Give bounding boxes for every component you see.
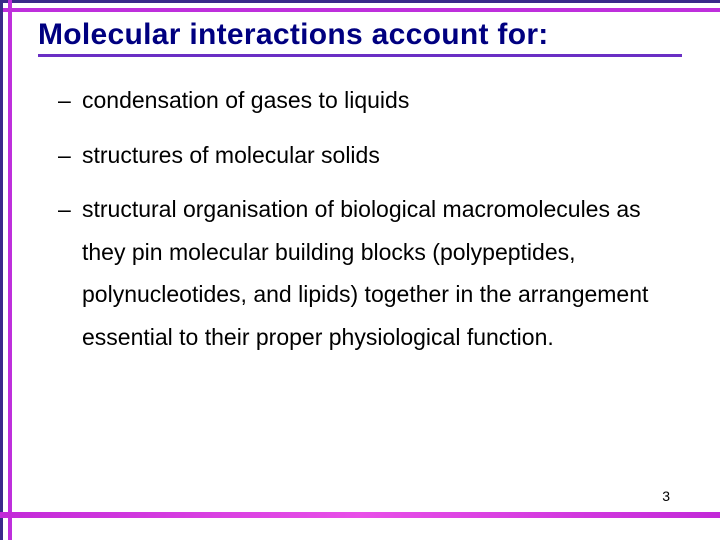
list-item: condensation of gases to liquids	[62, 79, 682, 122]
list-item: structural organisation of biological ma…	[62, 188, 682, 358]
title-underline	[38, 54, 682, 57]
border-bottom	[0, 512, 720, 518]
slide-title: Molecular interactions account for:	[38, 18, 682, 52]
bullet-list: condensation of gases to liquids structu…	[38, 79, 682, 358]
slide: Molecular interactions account for: cond…	[0, 0, 720, 540]
list-item: structures of molecular solids	[62, 134, 682, 177]
border-top-outer	[0, 0, 720, 3]
border-left-outer	[0, 0, 3, 540]
page-number: 3	[662, 488, 670, 504]
border-left-inner	[8, 0, 12, 540]
border-top-inner	[0, 8, 720, 12]
